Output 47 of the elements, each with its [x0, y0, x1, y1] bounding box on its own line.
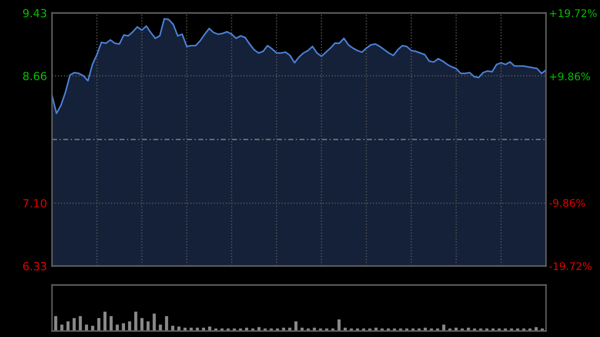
y2-tick-label: -9.86% — [549, 198, 586, 207]
bar — [128, 321, 132, 331]
bar — [245, 328, 248, 331]
bar — [288, 328, 292, 331]
y-tick-label: 9.43 — [23, 8, 46, 18]
bar — [171, 326, 174, 331]
bar — [270, 328, 273, 331]
bar — [140, 318, 144, 331]
bar — [374, 328, 378, 331]
bar — [294, 321, 298, 331]
y-tick-label: 7.10 — [23, 199, 46, 208]
bar — [202, 328, 206, 331]
bar — [424, 328, 427, 331]
bar — [325, 328, 328, 331]
bar — [190, 328, 193, 331]
bar — [454, 328, 458, 331]
bar — [103, 312, 107, 331]
bar — [282, 328, 286, 331]
bar — [54, 316, 58, 331]
bar — [152, 314, 156, 331]
bar — [97, 318, 100, 331]
y-tick-label: 8.66 — [23, 72, 46, 80]
bar — [312, 328, 316, 331]
bar — [110, 316, 113, 331]
bar — [442, 324, 446, 331]
bar — [116, 324, 119, 331]
bar — [344, 328, 347, 331]
bar — [338, 319, 341, 331]
bar — [60, 324, 64, 331]
bar — [184, 328, 187, 331]
bar — [460, 328, 464, 331]
bar — [196, 328, 199, 331]
y2-tick-label: +19.72% — [550, 9, 597, 18]
bar — [165, 316, 168, 331]
bar — [84, 324, 88, 331]
bar — [466, 328, 470, 331]
y2-tick-label: +9.86% — [550, 72, 590, 80]
bar — [158, 324, 162, 331]
bar — [300, 328, 304, 331]
bar — [78, 316, 82, 331]
bar — [134, 312, 138, 331]
bar — [146, 321, 150, 331]
bar — [72, 318, 76, 331]
bar — [66, 321, 70, 331]
y2-tick-label: -19.72% — [549, 262, 592, 270]
bar — [306, 328, 310, 331]
y-tick-label: 6.33 — [23, 262, 46, 270]
